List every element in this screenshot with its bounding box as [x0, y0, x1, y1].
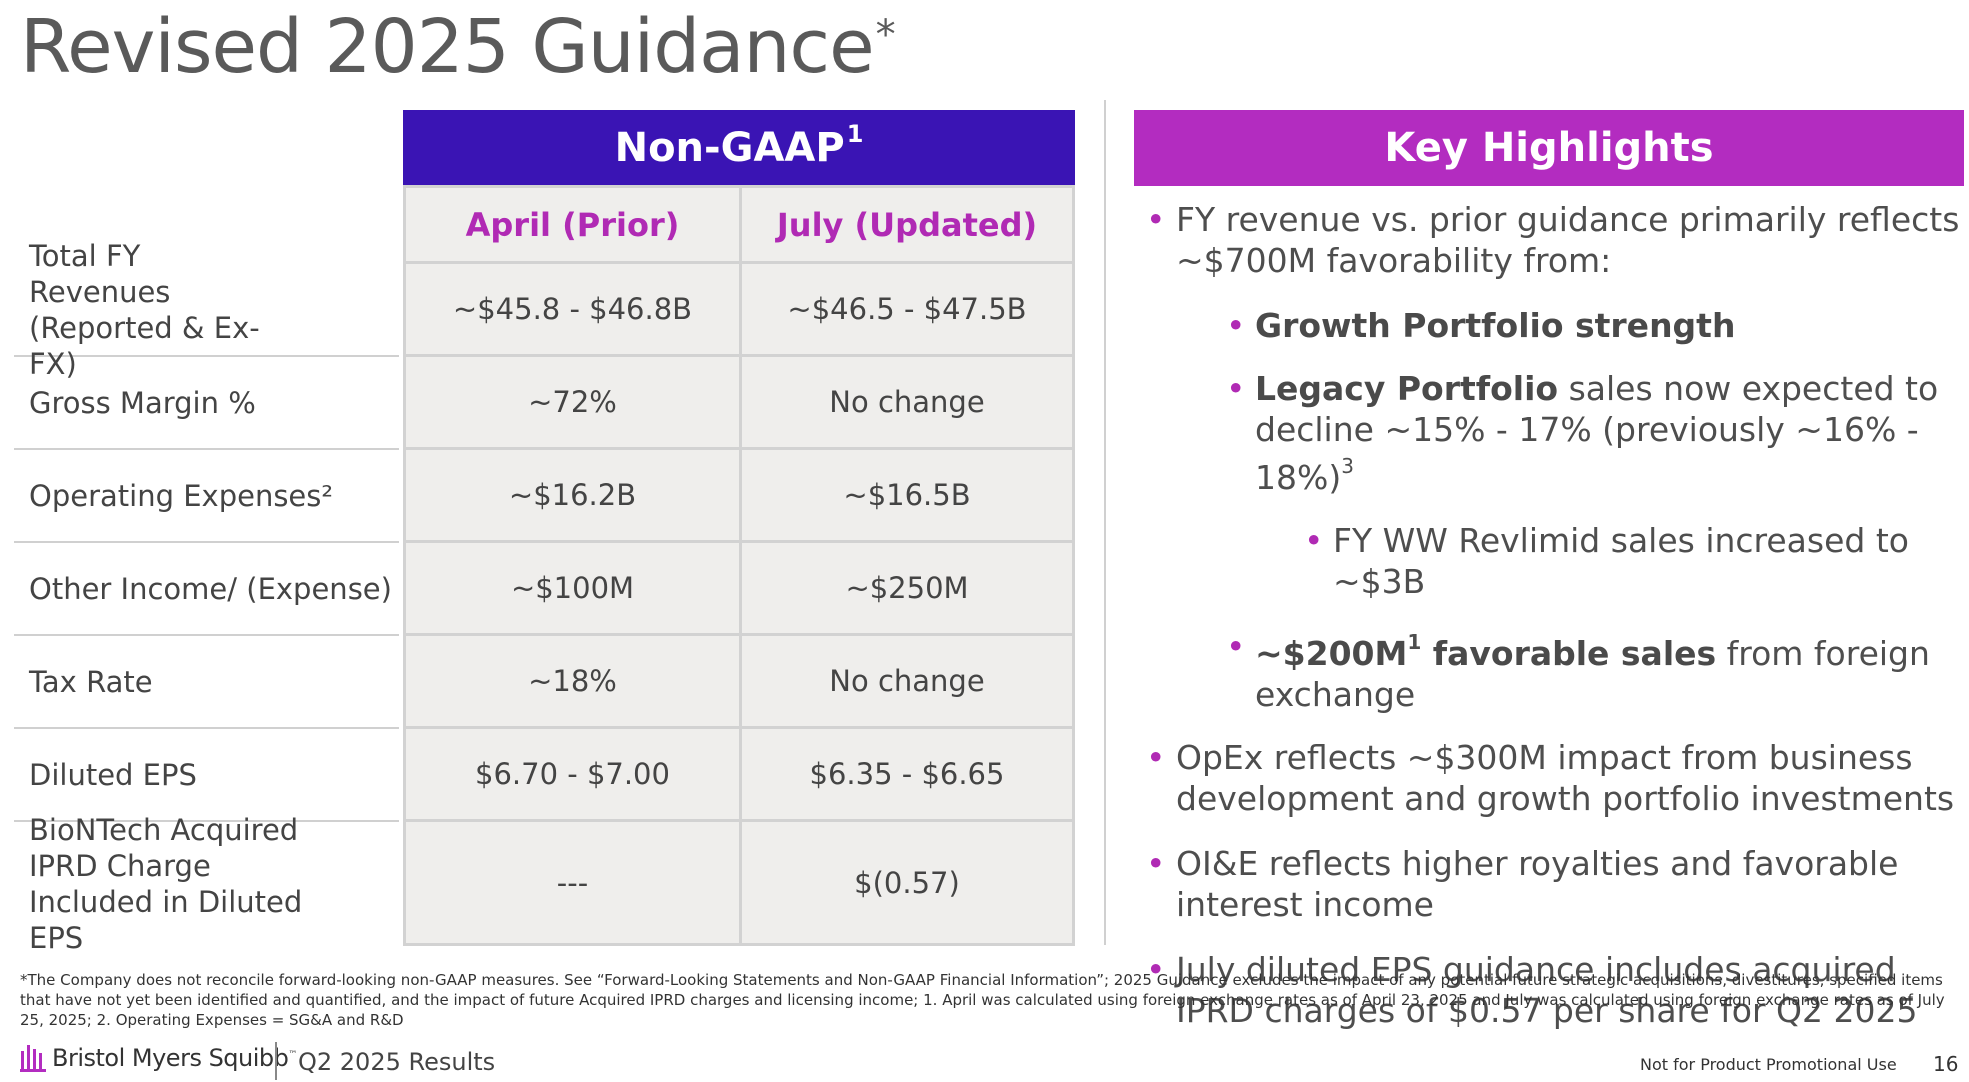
highlight-sub-sub-bullet: FY WW Revlimid sales increased to ~$3B [1134, 520, 1966, 602]
row-label: Total FY Revenues (Reported & Ex-FX) [14, 239, 399, 381]
column-header-july: July (Updated) [739, 185, 1075, 264]
july-value: ~$250M [739, 543, 1075, 636]
highlight-bold: Growth Portfolio strength [1255, 306, 1736, 345]
bms-logo-icon [20, 1045, 46, 1072]
footer-divider [275, 1042, 277, 1080]
table-column-header-row: April (Prior) July (Updated) [14, 185, 1077, 264]
july-value: $6.35 - $6.65 [739, 729, 1075, 822]
july-value: ~$46.5 - $47.5B [739, 264, 1075, 357]
non-gaap-label: Non-GAAP [614, 124, 845, 171]
table-row: Diluted EPS $6.70 - $7.00 $6.35 - $6.65 [14, 729, 1077, 822]
table-band-row: Non-GAAP 1 [14, 110, 1077, 185]
highlight-text: sales now expected to decline ~15% - 17%… [1255, 369, 1939, 497]
highlight-bold: ~$200M [1255, 634, 1408, 673]
guidance-table: Non-GAAP 1 April (Prior) July (Updated) T… [14, 110, 1077, 955]
highlight-text: FY WW Revlimid sales increased to ~$3B [1333, 521, 1909, 601]
row-label: Other Income/ (Expense) [14, 543, 399, 636]
highlight-text: OpEx reflects ~$300M impact from busines… [1176, 738, 1955, 818]
footnote-mark: 3 [1341, 454, 1354, 478]
page-number: 16 [1933, 1052, 1959, 1076]
highlight-bullet: FY revenue vs. prior guidance primarily … [1134, 199, 1966, 281]
title-asterisk: * [875, 12, 896, 58]
row-label: Tax Rate [14, 636, 399, 729]
april-value: ~$16.2B [403, 450, 739, 543]
highlight-sub-bullet: Growth Portfolio strength [1134, 305, 1966, 346]
brand-name: Bristol Myers Squibb™ [52, 1044, 297, 1072]
july-value: ~$16.5B [739, 450, 1075, 543]
highlight-text: OI&E reflects higher royalties and favor… [1176, 844, 1899, 924]
page-title-text: Revised 2025 Guidance [20, 4, 875, 90]
april-value: $6.70 - $7.00 [403, 729, 739, 822]
row-label: BioNTech Acquired IPRD Charge Included i… [29, 813, 303, 955]
april-value: --- [403, 822, 739, 946]
highlight-bullet: July diluted EPS guidance includes acqui… [1134, 949, 1966, 1031]
column-header-april: April (Prior) [403, 185, 739, 264]
highlights-list: FY revenue vs. prior guidance primarily … [1134, 199, 1966, 1055]
page-title: Revised 2025 Guidance* [20, 4, 896, 90]
brand-name-text: Bristol Myers Squibb [52, 1044, 289, 1072]
brand-tm: ™ [288, 1050, 297, 1060]
table-row: BioNTech Acquired IPRD Charge Included i… [14, 813, 1077, 955]
footer: Bristol Myers Squibb™ Q2 2025 Results No… [0, 1040, 1969, 1082]
key-highlights-header: Key Highlights [1134, 110, 1964, 186]
results-label: Q2 2025 Results [298, 1048, 496, 1076]
table-row: Tax Rate ~18% No change [14, 636, 1077, 729]
highlight-sub-bullet: Legacy Portfolio sales now expected to d… [1134, 368, 1966, 498]
table-row: Gross Margin % ~72% No change [14, 357, 1077, 450]
highlight-bold: Legacy Portfolio [1255, 369, 1559, 408]
footnote: *The Company does not reconcile forward-… [20, 971, 1945, 1029]
table-row: Other Income/ (Expense) ~$100M ~$250M [14, 543, 1077, 636]
highlight-sub-bullet: ~$200M1 favorable sales from foreign exc… [1134, 626, 1966, 715]
april-value: ~$100M [403, 543, 739, 636]
table-row: Operating Expenses² ~$16.2B ~$16.5B [14, 450, 1077, 543]
highlight-bold: favorable sales [1421, 634, 1717, 673]
april-value: ~18% [403, 636, 739, 729]
table-row: Total FY Revenues (Reported & Ex-FX) ~$4… [14, 239, 1077, 381]
highlight-text: July diluted EPS guidance includes acqui… [1176, 950, 1918, 1030]
april-value: ~72% [403, 357, 739, 450]
highlight-bullet: OpEx reflects ~$300M impact from busines… [1134, 737, 1966, 819]
row-label: Diluted EPS [14, 729, 399, 822]
highlight-text: from foreign exchange [1255, 634, 1930, 714]
april-value: ~$45.8 - $46.8B [403, 264, 739, 357]
july-value: $(0.57) [739, 822, 1075, 946]
highlight-bullet: OI&E reflects higher royalties and favor… [1134, 843, 1966, 925]
promo-disclaimer: Not for Product Promotional Use [1640, 1055, 1897, 1074]
july-value: No change [739, 636, 1075, 729]
non-gaap-header: Non-GAAP 1 [403, 110, 1075, 185]
brand-logo: Bristol Myers Squibb™ [20, 1043, 297, 1073]
column-divider [1104, 100, 1106, 945]
row-label: Operating Expenses² [14, 450, 399, 543]
non-gaap-footnote-mark: 1 [846, 119, 864, 148]
highlight-text: FY revenue vs. prior guidance primarily … [1176, 200, 1960, 280]
footnote-mark: 1 [1407, 630, 1422, 654]
july-value: No change [739, 357, 1075, 450]
band-spacer [14, 110, 399, 185]
row-label: Gross Margin % [14, 357, 399, 450]
